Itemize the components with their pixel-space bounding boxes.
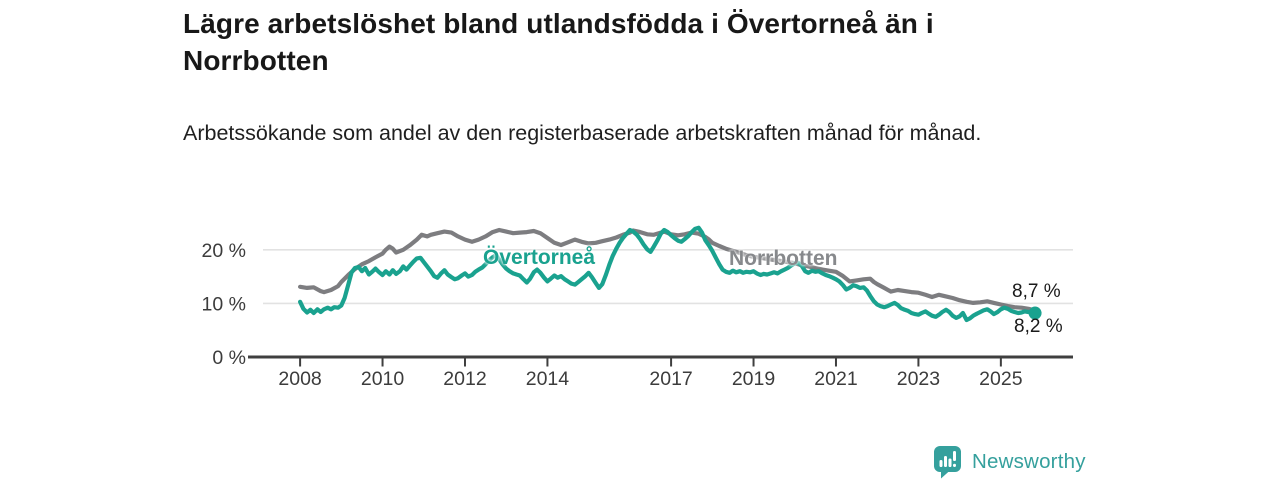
y-tick-label: 0 % — [212, 347, 246, 369]
series-line-1 — [298, 227, 1038, 313]
chart-subtitle: Arbetssökande som andel av den registerb… — [183, 121, 982, 145]
page-title: Lägre arbetslöshet bland utlandsfödda i … — [183, 8, 934, 76]
x-tick-label: 2023 — [897, 368, 940, 390]
series-end-dot — [1028, 306, 1042, 320]
bar-chart-speech-bubble-icon — [934, 446, 961, 479]
x-tick-label: 2014 — [526, 368, 570, 390]
x-tick-label: 2017 — [649, 368, 692, 390]
end-value-norrbotten: 8,7 % — [1012, 281, 1061, 302]
x-tick-label: 2012 — [443, 368, 486, 390]
x-tick-label: 2008 — [278, 368, 321, 390]
x-tick-label: 2025 — [979, 368, 1023, 390]
newsworthy-logo[interactable]: Newsworthy — [933, 445, 1086, 479]
y-tick-label: 20 % — [202, 240, 246, 262]
x-tick-label: 2021 — [814, 368, 857, 390]
series-line-0 — [298, 225, 1038, 323]
newsworthy-logo-text: Newsworthy — [972, 450, 1086, 473]
series-label-overtornea: Övertorneå — [483, 246, 596, 269]
x-tick-label: 2019 — [732, 368, 775, 390]
x-tick-label: 2010 — [361, 368, 405, 390]
end-value-overtornea: 8,2 % — [1014, 316, 1063, 337]
y-tick-label: 10 % — [202, 293, 246, 315]
series-label-norrbotten: Norrbotten — [729, 247, 838, 270]
